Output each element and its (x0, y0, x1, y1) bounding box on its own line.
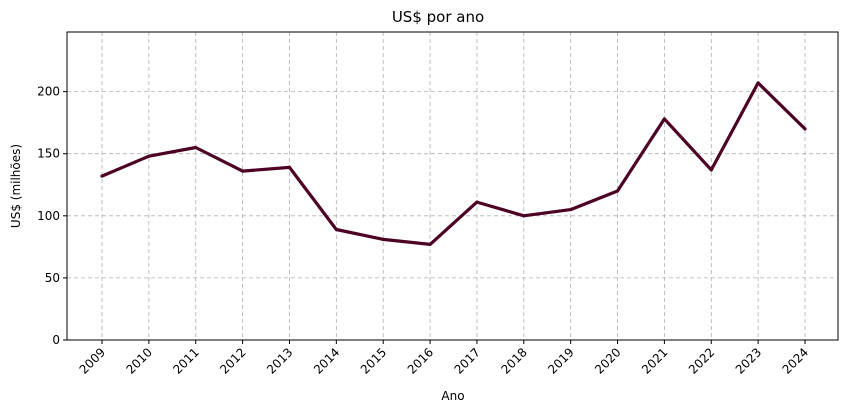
x-tick-label: 2010 (123, 345, 154, 376)
y-tick-label: 150 (37, 147, 60, 161)
data-point-2016 (428, 242, 432, 246)
data-point-2015 (381, 237, 385, 241)
x-tick-label: 2024 (780, 345, 811, 376)
data-point-2013 (287, 165, 291, 169)
grid-layer (67, 32, 838, 340)
data-point-2018 (522, 214, 526, 218)
data-point-2022 (709, 168, 713, 172)
x-tick-label: 2015 (358, 345, 389, 376)
x-tick-label: 2021 (639, 345, 670, 376)
x-tick-label: 2020 (592, 345, 623, 376)
data-point-2024 (803, 127, 807, 131)
x-tick-label: 2018 (498, 345, 529, 376)
x-tick-label: 2016 (405, 345, 436, 376)
data-point-2011 (194, 146, 198, 149)
data-point-2014 (334, 227, 338, 231)
data-point-2020 (616, 189, 620, 193)
y-tick-label: 0 (52, 333, 60, 347)
x-tick-label: 2017 (452, 345, 483, 376)
series-line (100, 81, 807, 246)
data-point-2021 (662, 117, 666, 121)
data-point-2012 (241, 169, 245, 173)
data-point-2017 (475, 200, 479, 204)
x-tick-label: 2011 (170, 345, 201, 376)
y-axis-label: US$ (milhões) (9, 144, 23, 228)
y-axis: 0 50 100 150 200 (37, 85, 67, 347)
x-tick-label: 2019 (545, 345, 576, 376)
y-tick-label: 50 (45, 271, 60, 285)
y-tick-label: 100 (37, 209, 60, 223)
x-tick-label: 2014 (311, 345, 342, 376)
x-tick-label: 2009 (77, 345, 108, 376)
x-axis-label: Ano (441, 389, 464, 403)
x-tick-label: 2012 (217, 345, 248, 376)
x-tick-label: 2022 (686, 345, 717, 376)
series-layer (100, 81, 807, 246)
data-point-2009 (100, 174, 104, 178)
plot-frame (66, 31, 839, 341)
data-point-2023 (756, 81, 760, 85)
x-axis: 2009 2010 2011 2012 2013 2014 2015 2016 2017 2018… (77, 340, 811, 377)
chart-title: US$ por ano (392, 8, 484, 26)
data-point-2019 (569, 208, 573, 212)
x-tick-label: 2013 (264, 345, 295, 376)
x-tick-label: 2023 (733, 345, 764, 376)
data-point-2010 (147, 154, 151, 158)
y-tick-label: 200 (37, 85, 60, 99)
